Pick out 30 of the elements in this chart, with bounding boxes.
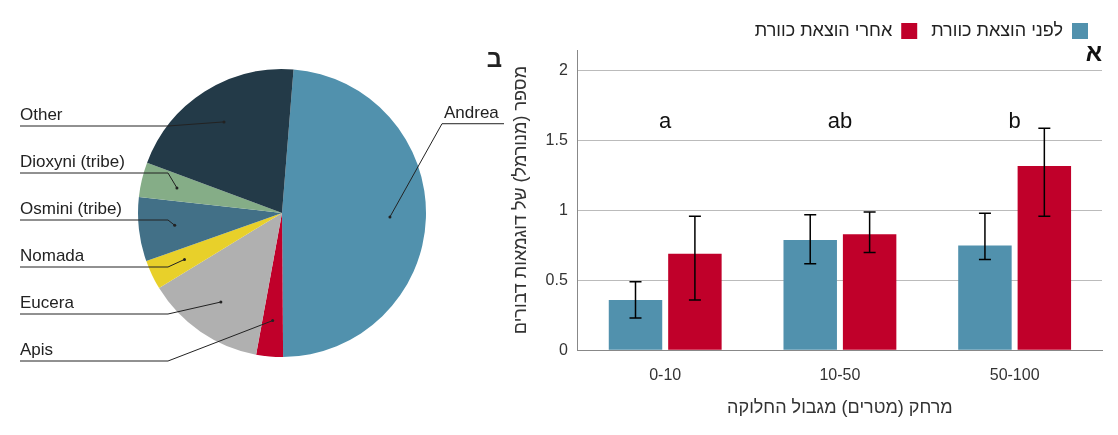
bar xyxy=(783,239,837,350)
slice-label: Nomada xyxy=(20,246,85,266)
legend-label: אחרי הוצאת כוורת xyxy=(754,19,893,40)
y-tick-label: 2 xyxy=(558,61,568,79)
annotation: b xyxy=(1008,108,1021,134)
slice-label: Other xyxy=(20,105,63,125)
chart-title: א xyxy=(1085,38,1102,66)
annotation: ab xyxy=(827,108,853,134)
y-tick-label: 1.5 xyxy=(545,131,568,149)
slice-label: Eucera xyxy=(20,293,75,313)
slice-label: Andrea xyxy=(444,102,500,122)
x-tick-label: 10-50 xyxy=(819,366,861,384)
x-axis-title: מרחק (מטרים) מגבול החלוקה xyxy=(727,397,953,418)
x-tick-label: 0-10 xyxy=(649,366,682,384)
bar xyxy=(842,234,897,350)
slice-label: Osmini (tribe) xyxy=(20,199,123,219)
x-tick-label: 50-100 xyxy=(989,366,1040,384)
y-tick-label: 0 xyxy=(558,340,568,358)
chart-title: ב xyxy=(486,44,502,72)
y-tick-label: 0.5 xyxy=(545,270,568,288)
y-tick-label: 1 xyxy=(558,200,568,218)
bar xyxy=(1017,165,1072,350)
annotation: a xyxy=(659,108,673,134)
bar xyxy=(958,245,1012,350)
legend-label: לפני הוצאת כוורת xyxy=(931,19,1063,40)
y-axis-title: מספר (מנורמל) של דוגמאות דבורים xyxy=(509,66,530,335)
bar xyxy=(668,253,722,350)
slice-label: Dioxyni (tribe) xyxy=(20,152,125,172)
slice-label: Apis xyxy=(20,340,54,360)
bar xyxy=(608,299,663,350)
